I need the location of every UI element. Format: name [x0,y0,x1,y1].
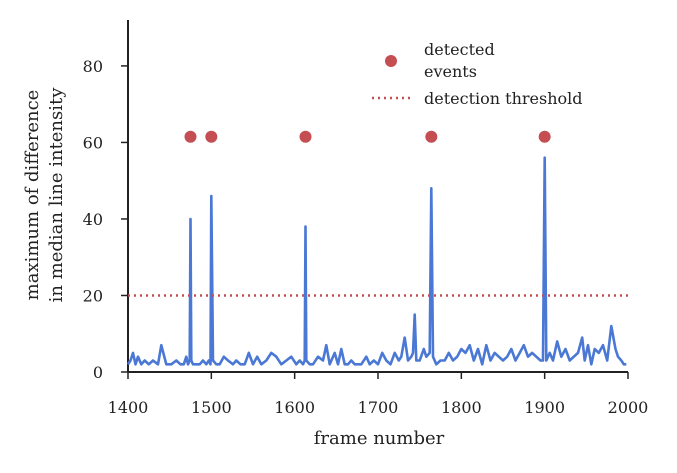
event-marker [425,130,438,143]
legend-label-threshold: detection threshold [424,89,583,108]
legend: detected events detection threshold [372,40,583,108]
event-marker [538,130,551,143]
y-tick-label: 20 [83,286,103,305]
axes: 1400 1500 1600 1700 1800 1900 2000 0 20 40 60 80 [83,20,649,417]
legend-marker-events [385,55,397,67]
x-tick-label: 1600 [274,398,315,417]
x-tick-label: 1400 [108,398,149,417]
x-axis-label: frame number [314,428,445,449]
x-tick-label: 1500 [191,398,232,417]
x-tick-label: 1800 [441,398,482,417]
plot-area [126,130,628,366]
y-axis-label-line-1: maximum of difference [22,90,43,301]
event-marker [205,130,218,143]
event-marker [299,130,312,143]
signal-line [126,156,627,366]
y-tick-label: 40 [83,210,103,229]
x-tick-label: 2000 [608,398,649,417]
y-tick-label: 60 [83,133,103,152]
x-tick-label: 1700 [358,398,399,417]
y-axis-label-line-2: in median line intensity [46,87,67,303]
y-tick-label: 80 [83,57,103,76]
event-marker [184,130,197,143]
x-tick-label: 1900 [524,398,565,417]
legend-label-events-line-2: events [424,62,477,81]
legend-label-events-line-1: detected [424,40,495,59]
y-tick-label: 0 [93,363,103,382]
